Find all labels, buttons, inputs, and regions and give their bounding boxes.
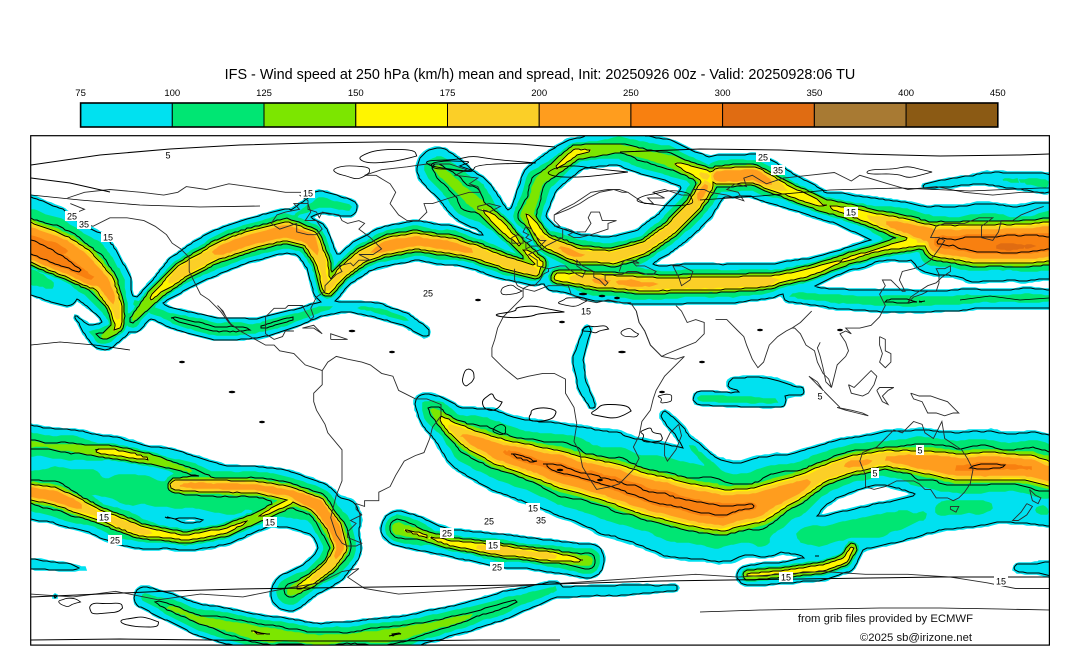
svg-text:450: 450 [990,88,1006,99]
svg-text:35: 35 [536,516,546,526]
svg-text:125: 125 [256,88,272,99]
svg-text:25: 25 [67,212,77,222]
svg-text:15: 15 [581,307,591,317]
svg-text:15: 15 [265,518,275,528]
svg-text:15: 15 [99,513,109,523]
svg-text:5: 5 [917,446,922,456]
svg-text:175: 175 [440,88,456,99]
svg-text:5: 5 [872,469,877,479]
svg-text:25: 25 [423,289,433,299]
svg-text:15: 15 [781,573,791,583]
svg-text:15: 15 [996,577,1006,587]
svg-text:250: 250 [623,88,639,99]
svg-text:25: 25 [484,517,494,527]
svg-text:25: 25 [758,153,768,163]
svg-text:IFS - Wind speed at 250 hPa (k: IFS - Wind speed at 250 hPa (km/h) mean … [225,67,856,83]
svg-text:300: 300 [715,88,731,99]
svg-text:350: 350 [806,88,822,99]
svg-text:15: 15 [303,189,313,199]
svg-text:25: 25 [442,529,452,539]
svg-text:15: 15 [488,541,498,551]
svg-text:75: 75 [75,88,86,99]
svg-text:400: 400 [898,88,914,99]
svg-text:100: 100 [164,88,180,99]
svg-text:25: 25 [492,563,502,573]
svg-text:5: 5 [817,392,822,402]
svg-text:15: 15 [846,208,856,218]
svg-text:25: 25 [110,536,120,546]
svg-text:©2025 sb@irizone.net: ©2025 sb@irizone.net [860,632,973,644]
svg-text:150: 150 [348,88,364,99]
svg-text:200: 200 [531,88,547,99]
svg-text:5: 5 [165,151,170,161]
svg-text:from grib files provided by EC: from grib files provided by ECMWF [798,613,973,625]
svg-text:15: 15 [528,504,538,514]
svg-text:35: 35 [79,220,89,230]
svg-text:35: 35 [773,166,783,176]
svg-text:15: 15 [103,233,113,243]
